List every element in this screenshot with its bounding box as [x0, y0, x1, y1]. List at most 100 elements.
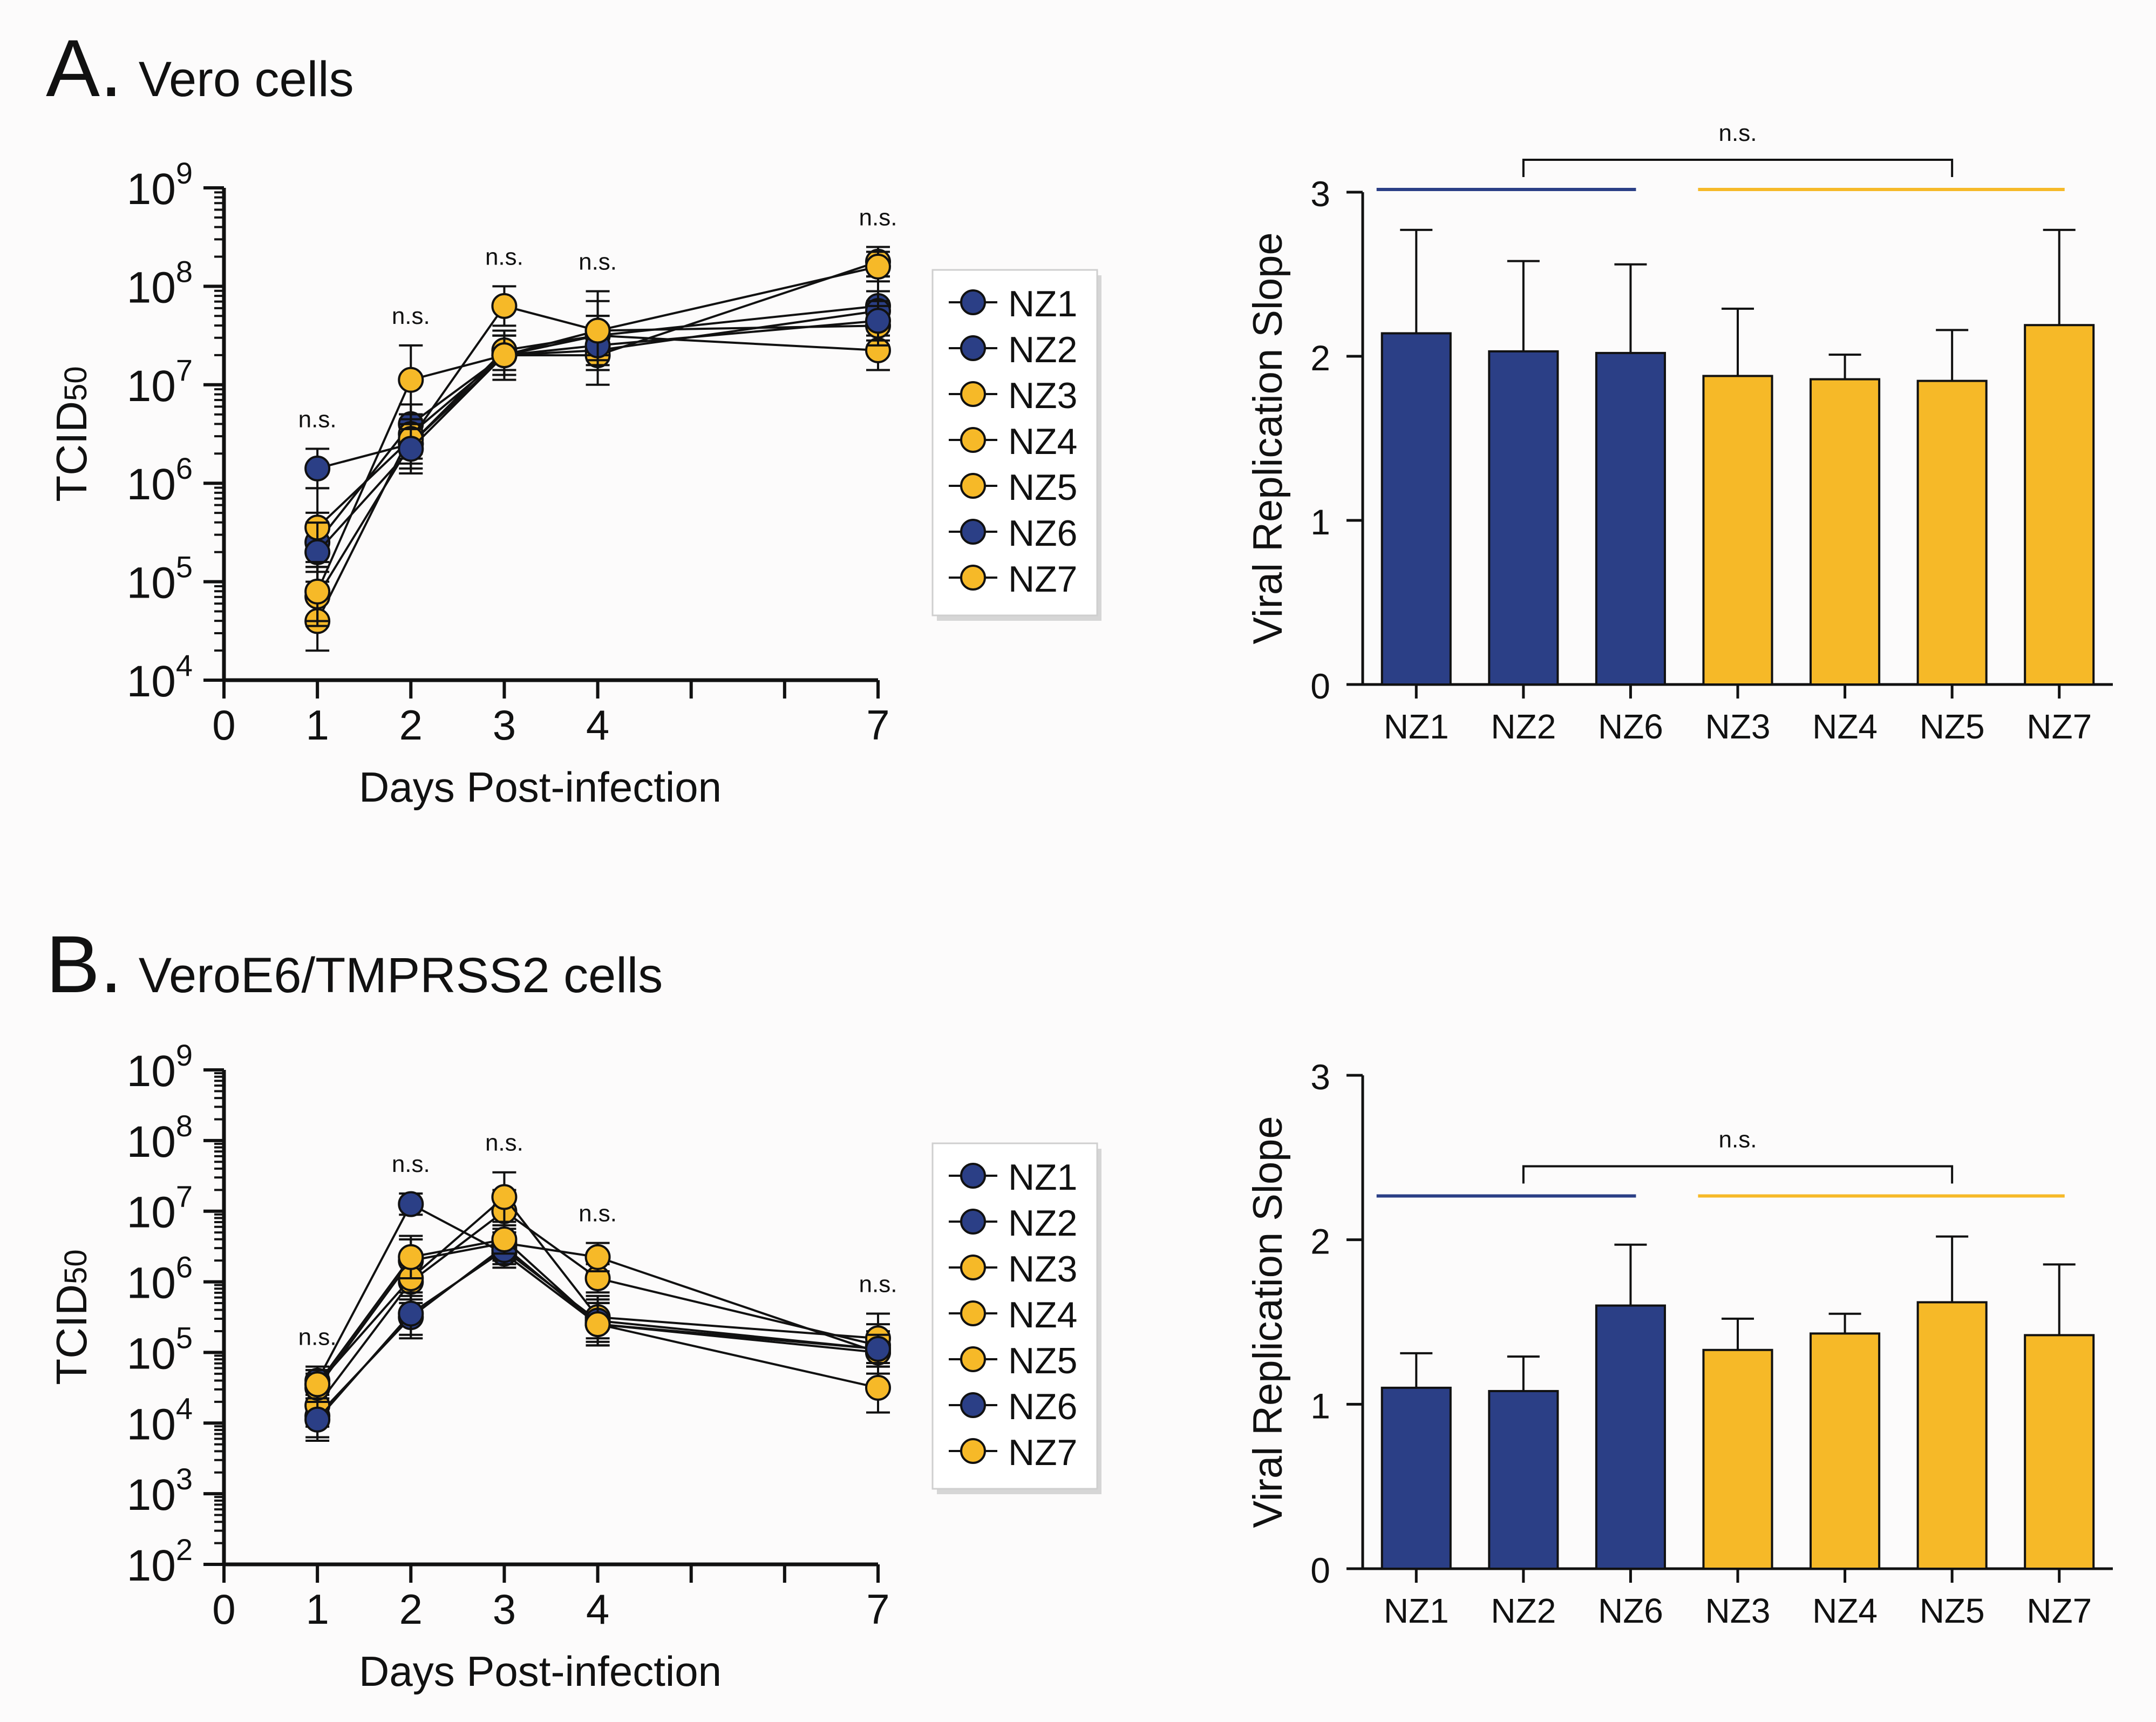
x-tick-label: NZ1	[1384, 707, 1449, 746]
y-tick-label: 106	[127, 451, 193, 509]
y-axis-label: TCID50	[47, 1249, 96, 1385]
data-point	[304, 1406, 331, 1433]
bar-nz2	[1488, 350, 1559, 686]
x-tick-label: NZ4	[1812, 1591, 1878, 1630]
series-nz7	[304, 250, 891, 622]
x-tick-label: 0	[212, 701, 235, 749]
y-tick-label: 1	[1310, 1386, 1330, 1426]
data-point	[304, 455, 331, 482]
x-tick-label: NZ4	[1812, 707, 1878, 746]
legend-marker	[960, 1163, 986, 1189]
data-point	[398, 1244, 424, 1270]
y-tick-label: 105	[127, 550, 193, 608]
x-tick-label: 4	[586, 1585, 609, 1633]
legend-label: NZ4	[1008, 421, 1077, 462]
x-tick-label: 4	[586, 701, 609, 749]
data-point	[398, 1300, 424, 1327]
significance-label: n.s.	[485, 1130, 523, 1156]
x-tick-label: 3	[493, 1585, 516, 1633]
legend-label: NZ7	[1008, 559, 1077, 600]
panel-b-letter: B.	[46, 919, 123, 1009]
legend-label: NZ3	[1008, 1249, 1077, 1290]
x-tick-label: 7	[866, 1585, 889, 1633]
legend-label: NZ1	[1008, 1157, 1077, 1198]
y-tick-label: 108	[127, 1109, 193, 1167]
significance-label: n.s.	[392, 1151, 430, 1177]
comparison-label: n.s.	[1719, 120, 1757, 146]
legend-marker	[960, 1300, 986, 1326]
significance-label: n.s.	[485, 243, 523, 270]
y-tick-label: 104	[127, 648, 193, 706]
legend-label: NZ5	[1008, 1340, 1077, 1381]
data-point	[491, 342, 518, 369]
legend-marker	[960, 1209, 986, 1235]
legend-marker	[960, 427, 986, 453]
bar-nz3	[1702, 375, 1773, 686]
comparison-label: n.s.	[1719, 1127, 1757, 1153]
bar-nz2	[1488, 1389, 1559, 1570]
data-point	[865, 1374, 891, 1401]
panel-a-heading: A. Vero cells	[46, 22, 354, 115]
y-tick-label: 2	[1310, 1222, 1330, 1262]
legend-label: NZ3	[1008, 375, 1077, 416]
data-point	[398, 367, 424, 393]
data-point	[491, 1184, 518, 1210]
y-tick-label: 105	[127, 1320, 193, 1378]
significance-label: n.s.	[859, 204, 897, 230]
y-tick-label: 108	[127, 254, 193, 312]
significance-label: n.s.	[579, 249, 617, 275]
y-tick-label: 102	[127, 1533, 193, 1590]
data-point	[865, 1335, 891, 1362]
bar-nz5	[1916, 379, 1988, 686]
bar-nz7	[2024, 1334, 2095, 1570]
significance-label: n.s.	[859, 1271, 897, 1297]
legend-0: NZ1 NZ2 NZ3 NZ4 NZ5 NZ6 NZ7	[931, 269, 1101, 621]
legend-marker	[960, 289, 986, 315]
y-tick-label: 1	[1310, 502, 1330, 542]
x-tick-label: NZ3	[1705, 1591, 1771, 1630]
y-axis-label: Viral Replication Slope	[1245, 1116, 1291, 1528]
x-tick-label: 7	[866, 701, 889, 749]
legend-label: NZ1	[1008, 283, 1077, 324]
bar-nz1	[1380, 332, 1452, 686]
legend-label: NZ7	[1008, 1432, 1077, 1473]
bar-nz6	[1595, 1304, 1666, 1570]
legend-marker	[960, 1438, 986, 1464]
y-tick-label: 0	[1310, 1550, 1330, 1590]
bar-nz3	[1702, 1348, 1773, 1570]
legend-marker	[960, 1255, 986, 1280]
data-point	[398, 1191, 424, 1217]
legend-label: NZ6	[1008, 1386, 1077, 1427]
legend-marker	[960, 335, 986, 361]
significance-label: n.s.	[298, 406, 337, 432]
legend-marker	[960, 1392, 986, 1418]
x-tick-label: NZ7	[2026, 707, 2092, 746]
x-tick-label: NZ6	[1598, 1591, 1663, 1630]
bar-chart-1: 0 1 2 3 Viral Replication Slope NZ1 NZ2 NZ6 NZ3 N…	[1245, 1057, 2113, 1630]
line-chart-1: 102 103 104 105 106 107 108 109 0 1 2 3 4 7 Days Post-…	[47, 1038, 897, 1695]
data-point	[584, 317, 611, 344]
panel-b-title: VeroE6/TMPRSS2 cells	[138, 948, 663, 1003]
comparison-bracket	[1522, 1165, 1954, 1184]
legend-label: NZ2	[1008, 329, 1077, 370]
data-point	[304, 578, 331, 605]
x-axis-label: Days Post-infection	[359, 1648, 722, 1695]
data-point	[584, 1311, 611, 1338]
x-tick-label: NZ3	[1705, 707, 1771, 746]
x-tick-label: NZ5	[1920, 707, 1985, 746]
data-point	[491, 1226, 518, 1253]
significance-label: n.s.	[392, 303, 430, 329]
y-tick-label: 3	[1310, 1057, 1330, 1097]
x-tick-label: NZ6	[1598, 707, 1663, 746]
x-tick-label: 3	[493, 701, 516, 749]
bar-chart-0: 0 1 2 3 Viral Replication Slope NZ1 NZ2 NZ6 NZ3 N…	[1245, 120, 2113, 746]
x-tick-label: NZ7	[2026, 1591, 2092, 1630]
y-tick-label: 107	[127, 1179, 193, 1237]
legend-label: NZ4	[1008, 1294, 1077, 1335]
x-tick-label: NZ2	[1491, 707, 1556, 746]
x-tick-label: 1	[305, 701, 329, 749]
bar-nz4	[1810, 378, 1881, 686]
bar-nz4	[1810, 1332, 1881, 1570]
legend-marker	[960, 381, 986, 407]
